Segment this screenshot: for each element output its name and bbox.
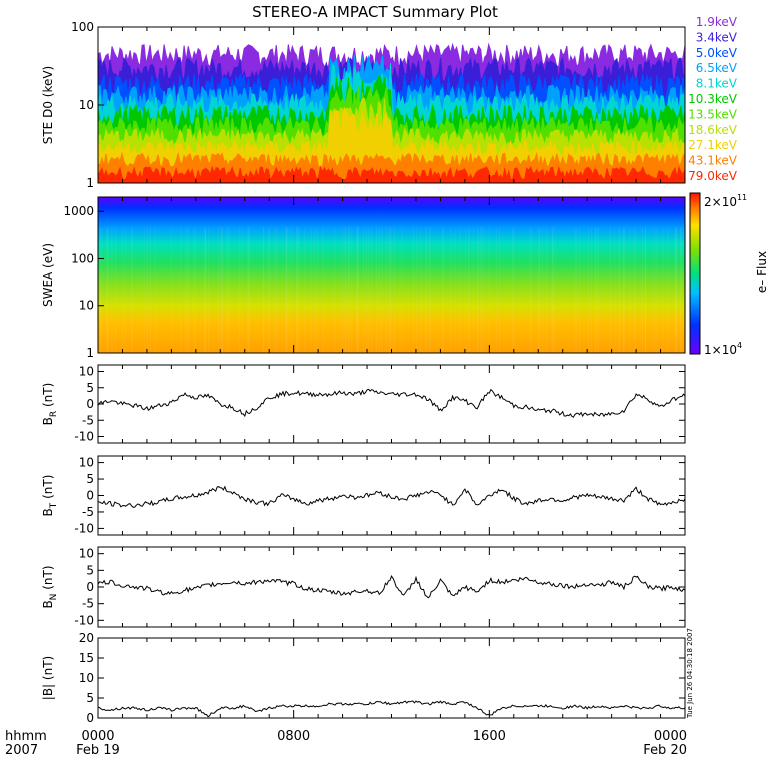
panel-B-ytick-label: 20 [79,631,94,645]
panel-B-ytick-label: 5 [86,691,94,705]
ste-legend-item: 79.0keV [688,169,738,183]
panel-BT-ytick-label: -10 [74,521,94,535]
ste-legend-item: 18.6keV [688,123,738,137]
ste-legend-item: 3.4keV [696,30,738,44]
panel-BT-ytick-label: 5 [86,472,94,486]
panel-B-ytick-label: 10 [79,671,94,685]
colorbar-scale [689,192,701,355]
panel-B-ylabel: |B| (nT) [41,656,55,700]
ste-legend-item: 6.5keV [696,61,738,75]
panel-BR-series [97,388,686,418]
ste-panel: STE D0 (keV) 1 10 100 [41,20,686,190]
time-tick-label: 0000 [81,729,114,744]
panel-BR-ytick-label: -5 [82,413,94,427]
swea-panel: SWEA (eV) 1 10 100 1000 [41,196,686,360]
panel-BN-ylabel: BN (nT) [41,565,59,608]
ste-legend-item: 27.1keV [688,138,738,152]
panel-BN-frame [97,546,686,628]
panel-BN-ytick-label: 5 [86,563,94,577]
time-tick-label: 0800 [277,729,310,744]
colorbar: 2×1011 1×104 e– Flux [689,192,769,357]
time-axis-row1-label: hhmm [5,729,47,744]
swea-ytick-label: 1 [86,346,94,360]
panel-BR-ytick-label: 5 [86,381,94,395]
plot-title: STEREO-A IMPACT Summary Plot [252,3,498,21]
ste-legend-item: 10.3keV [688,92,738,106]
magnetometer-panels: 10 5 0 -5 -10 BR (nT) 10 5 0 -5 -10 BT (nT) 10 5 0 -5 -1… [41,364,686,725]
ste-legend-item: 43.1keV [688,154,738,168]
panel-BT-ytick-label: 10 [79,456,94,470]
time-tick-label: 0000 [654,729,687,744]
panel-BR-ytick-label: -10 [74,430,94,444]
panel-BN-ytick-label: -5 [82,597,94,611]
panel-B-ytick-label: 15 [79,651,94,665]
swea-ylabel: SWEA (eV) [41,243,55,307]
ste-ytick-label: 10 [79,98,94,112]
panel-BT-series [97,485,686,508]
ste-ylabel: STE D0 (keV) [41,66,55,145]
panel-BN-ytick-label: 0 [86,580,94,594]
panel-BT-ytick-label: 0 [86,489,94,503]
time-axis-row2-label: 2007 [5,743,38,758]
panel-BN-ytick-label: 10 [79,547,94,561]
generation-timestamp: Tue Jun 26 04:30:18 2007 [686,628,694,719]
panel-BR-frame [97,364,686,444]
ste-legend-item: 13.5keV [688,107,738,121]
panel-BN-series [97,575,686,599]
panel-BT-ytick-label: -5 [82,505,94,519]
panel-BR-ylabel: BR (nT) [41,383,59,426]
ste-legend-item: 5.0keV [696,46,738,60]
time-tick-date: Feb 19 [76,743,120,758]
swea-ytick-label: 10 [79,299,94,313]
panel-BN-ytick-label: -10 [74,613,94,627]
time-tick-date: Feb 20 [643,743,687,758]
ste-legend-item: 1.9keV [696,15,738,29]
panel-B-frame [97,637,686,719]
colorbar-title: e– Flux [755,251,769,293]
colorbar-max-label: 2×1011 [704,193,747,209]
panel-BR-ytick-label: 10 [79,365,94,379]
time-tick-label: 1600 [473,729,506,744]
swea-ytick-label: 100 [71,251,94,265]
swea-spectrogram [98,197,685,353]
panel-BT-frame [97,455,686,536]
swea-ytick-label: 1000 [63,204,94,218]
panel-B-ytick-label: 0 [86,711,94,725]
panel-B-series [97,700,686,718]
ste-ytick-label: 1 [86,176,94,190]
panel-BT-ylabel: BT (nT) [41,475,59,517]
ste-legend-item: 8.1keV [696,77,738,91]
panel-BR-ytick-label: 0 [86,397,94,411]
ste-ytick-label: 100 [71,20,94,34]
colorbar-min-label: 1×104 [704,341,742,357]
